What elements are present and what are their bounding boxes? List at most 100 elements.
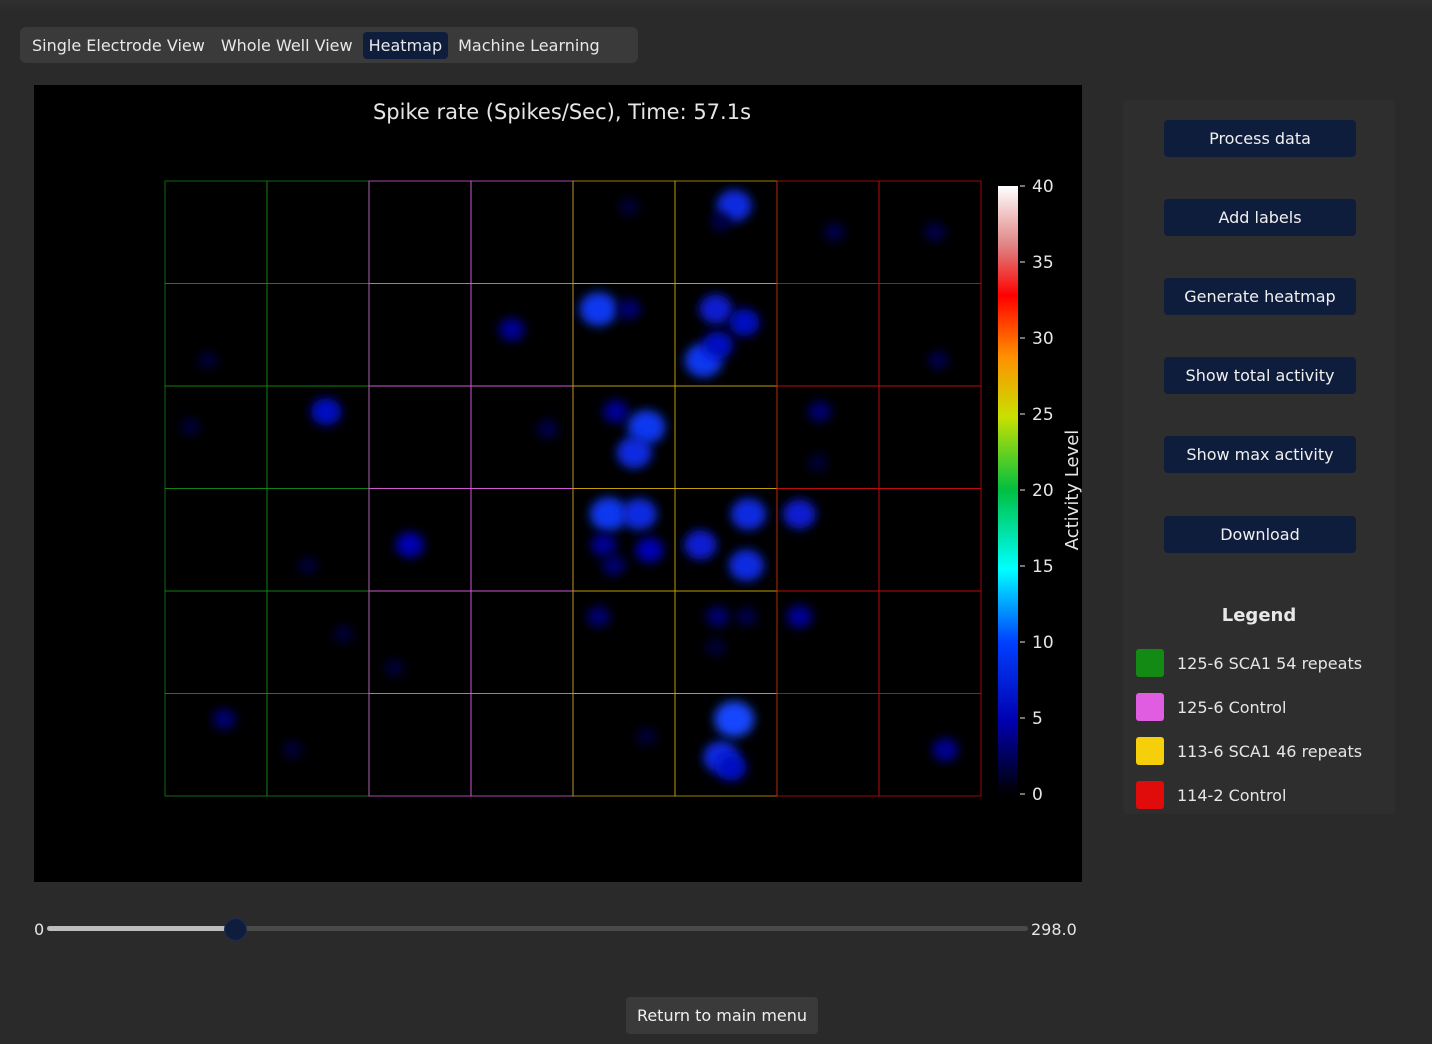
heatmap-hotspot — [716, 189, 752, 222]
time-slider-fill — [47, 926, 235, 931]
electrode-cell — [164, 180, 268, 284]
heatmap-hotspot — [621, 498, 657, 530]
return-to-main-menu-button[interactable]: Return to main menu — [626, 997, 818, 1034]
heatmap-hotspot — [617, 298, 641, 320]
heatmap-hotspot — [579, 292, 618, 327]
electrode-cell — [266, 283, 370, 387]
control-panel: Process data Add labels Generate heatmap… — [1123, 100, 1395, 814]
heatmap-hotspot — [808, 401, 832, 423]
electrode-cell — [368, 180, 472, 284]
heatmap-hotspot — [728, 549, 765, 582]
heatmap-hotspot — [706, 638, 726, 657]
electrode-cell — [776, 385, 880, 489]
legend-item: 113-6 SCA1 46 repeats — [1136, 737, 1362, 765]
heatmap-hotspot — [924, 222, 946, 242]
legend-swatch — [1136, 781, 1164, 809]
electrode-cell — [470, 385, 574, 489]
colorbar-tick-label: 5 — [1032, 709, 1043, 729]
heatmap-hotspot — [714, 701, 755, 738]
colorbar-tick-label: 35 — [1032, 253, 1054, 273]
time-slider[interactable] — [47, 918, 1028, 941]
heatmap-hotspot — [589, 497, 628, 532]
electrode-cell — [164, 488, 268, 592]
heatmap-hotspot — [298, 556, 318, 575]
electrode-cell — [266, 180, 370, 284]
heatmap-hotspot — [198, 351, 218, 370]
heatmap-hotspot — [590, 533, 617, 557]
time-slider-min-label: 0 — [34, 920, 45, 939]
colorbar-tick-label: 25 — [1032, 405, 1054, 425]
electrode-cell — [776, 590, 880, 694]
tab-heatmap[interactable]: Heatmap — [362, 31, 449, 59]
window-top-bar — [0, 0, 1432, 12]
electrode-cell — [470, 180, 574, 284]
electrode-cell — [878, 693, 982, 797]
electrode-cell — [266, 488, 370, 592]
electrode-cell — [572, 488, 676, 592]
heatmap-hotspot — [180, 418, 201, 436]
colorbar-tick-label: 15 — [1032, 557, 1054, 577]
heatmap-chart: Spike rate (Spikes/Sec), Time: 57.1s 40 3… — [164, 100, 1082, 805]
show-total-activity-button[interactable]: Show total activity — [1164, 357, 1356, 394]
time-slider-thumb[interactable] — [223, 918, 247, 941]
colorbar-tick-label: 10 — [1032, 633, 1054, 653]
heatmap-hotspot — [333, 625, 354, 643]
tab-whole-well-view[interactable]: Whole Well View — [220, 35, 353, 55]
electrode-cell — [572, 693, 676, 797]
tab-machine-learning[interactable]: Machine Learning — [458, 35, 600, 55]
electrode-cell — [878, 488, 982, 592]
electrode-cell — [572, 180, 676, 284]
tab-single-electrode-view[interactable]: Single Electrode View — [32, 35, 205, 55]
heatmap-hotspots — [180, 189, 959, 781]
electrode-grid — [164, 180, 982, 797]
chart-title: Spike rate (Spikes/Sec), Time: 57.1s — [373, 100, 751, 124]
colorbar-tick-label: 20 — [1032, 481, 1054, 501]
heatmap-hotspot — [702, 331, 734, 359]
heatmap-hotspot — [499, 318, 525, 342]
show-max-activity-button[interactable]: Show max activity — [1164, 436, 1356, 473]
heatmap-hotspot — [537, 419, 558, 439]
heatmap-hotspot — [603, 400, 629, 424]
colorbar — [998, 186, 1018, 794]
electrode-cell — [266, 590, 370, 694]
legend-title: Legend — [1221, 605, 1297, 626]
heatmap-hotspot — [808, 454, 828, 472]
heatmap-hotspot — [730, 498, 767, 530]
legend-label: 114-2 Control — [1177, 785, 1287, 805]
electrode-cell — [368, 283, 472, 387]
heatmap-hotspot — [715, 753, 747, 781]
legend-item: 114-2 Control — [1136, 781, 1286, 809]
heatmap-hotspot — [212, 708, 236, 730]
heatmap-hotspot — [616, 436, 652, 469]
process-data-button[interactable]: Process data — [1164, 120, 1356, 157]
electrode-cell — [674, 385, 778, 489]
electrode-cell — [776, 693, 880, 797]
heatmap-hotspot — [586, 606, 611, 628]
heatmap-hotspot — [395, 532, 424, 558]
electrode-cell — [368, 385, 472, 489]
electrode-cell — [368, 590, 472, 694]
electrode-cell — [572, 590, 676, 694]
heatmap-hotspot — [635, 537, 664, 563]
add-labels-button[interactable]: Add labels — [1164, 199, 1356, 236]
heatmap-hotspot — [636, 727, 657, 746]
electrode-cell — [368, 693, 472, 797]
legend-label: 113-6 SCA1 46 repeats — [1177, 741, 1363, 761]
heatmap-hotspot — [602, 554, 626, 576]
heatmap-hotspot — [736, 607, 757, 626]
electrode-cell — [164, 693, 268, 797]
electrode-cell — [470, 488, 574, 592]
generate-heatmap-button[interactable]: Generate heatmap — [1164, 278, 1356, 315]
heatmap-hotspot — [310, 397, 342, 426]
legend-label: 125-6 Control — [1177, 697, 1287, 717]
electrode-cell — [776, 283, 880, 387]
colorbar-tick-label: 30 — [1032, 329, 1054, 349]
tab-bar: Single Electrode View Whole Well View He… — [20, 27, 638, 63]
heatmap-plot: Spike rate (Spikes/Sec), Time: 57.1s 40 3… — [34, 85, 1082, 882]
heatmap-hotspot — [783, 499, 816, 529]
download-button[interactable]: Download — [1164, 516, 1356, 553]
legend-swatch — [1136, 693, 1164, 721]
legend-swatch — [1136, 737, 1164, 765]
heatmap-hotspot — [706, 606, 730, 628]
electrode-cell — [674, 590, 778, 694]
